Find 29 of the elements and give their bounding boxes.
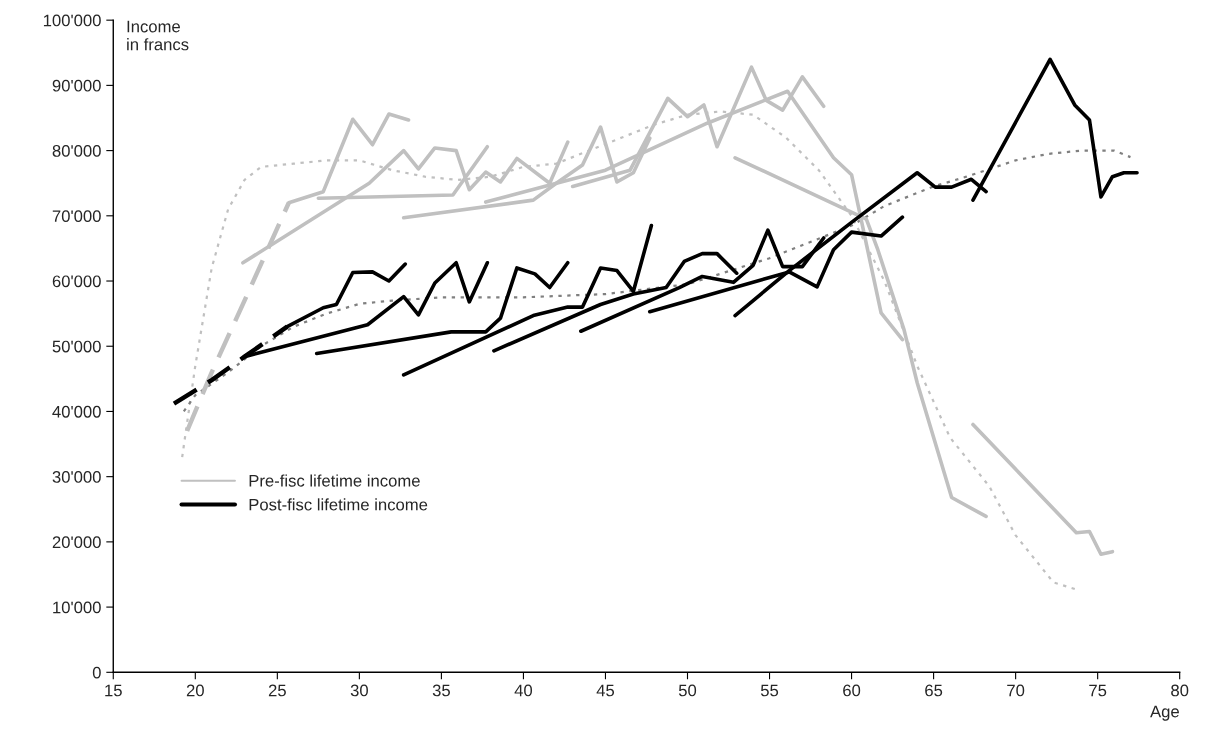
x-tick-label: 75 xyxy=(1089,684,1107,697)
x-tick-label: 80 xyxy=(1171,684,1189,697)
x-tick-label: 50 xyxy=(678,684,697,697)
y-tick-label: 0 xyxy=(92,666,101,679)
y-tick-label: 80'000 xyxy=(52,145,101,157)
x-tick-label: 30 xyxy=(350,684,368,697)
y-tick-label: 90'000 xyxy=(52,79,101,92)
legend-label: Pre-fisc lifetime income xyxy=(249,474,420,487)
x-tick-label: 45 xyxy=(596,684,615,697)
x-axis-title: Age xyxy=(1150,705,1179,721)
legend-label: Post-fisc lifetime income xyxy=(249,498,428,511)
y-tick-label: 50'000 xyxy=(52,340,101,353)
x-tick-label: 65 xyxy=(925,684,943,697)
y-tick-label: 10'000 xyxy=(53,601,101,614)
x-tick-label: 55 xyxy=(760,684,779,697)
x-tick-label: 70 xyxy=(1007,684,1025,697)
y-tick-label: 100'000 xyxy=(43,14,101,27)
x-tick-label: 25 xyxy=(268,684,286,697)
x-tick-label: 15 xyxy=(105,684,122,697)
x-tick-label: 35 xyxy=(432,684,450,697)
x-tick-label: 60 xyxy=(843,684,861,697)
x-tick-label: 20 xyxy=(186,684,204,697)
y-tick-label: 60'000 xyxy=(52,275,101,288)
x-tick-label: 40 xyxy=(514,684,533,697)
y-tick-label: 40'000 xyxy=(52,405,101,418)
y-tick-label: 20'000 xyxy=(52,536,101,549)
y-tick-label: 30'000 xyxy=(52,471,101,483)
y-tick-label: 70'000 xyxy=(52,210,101,223)
y-axis-title: Income in francs xyxy=(127,20,189,51)
